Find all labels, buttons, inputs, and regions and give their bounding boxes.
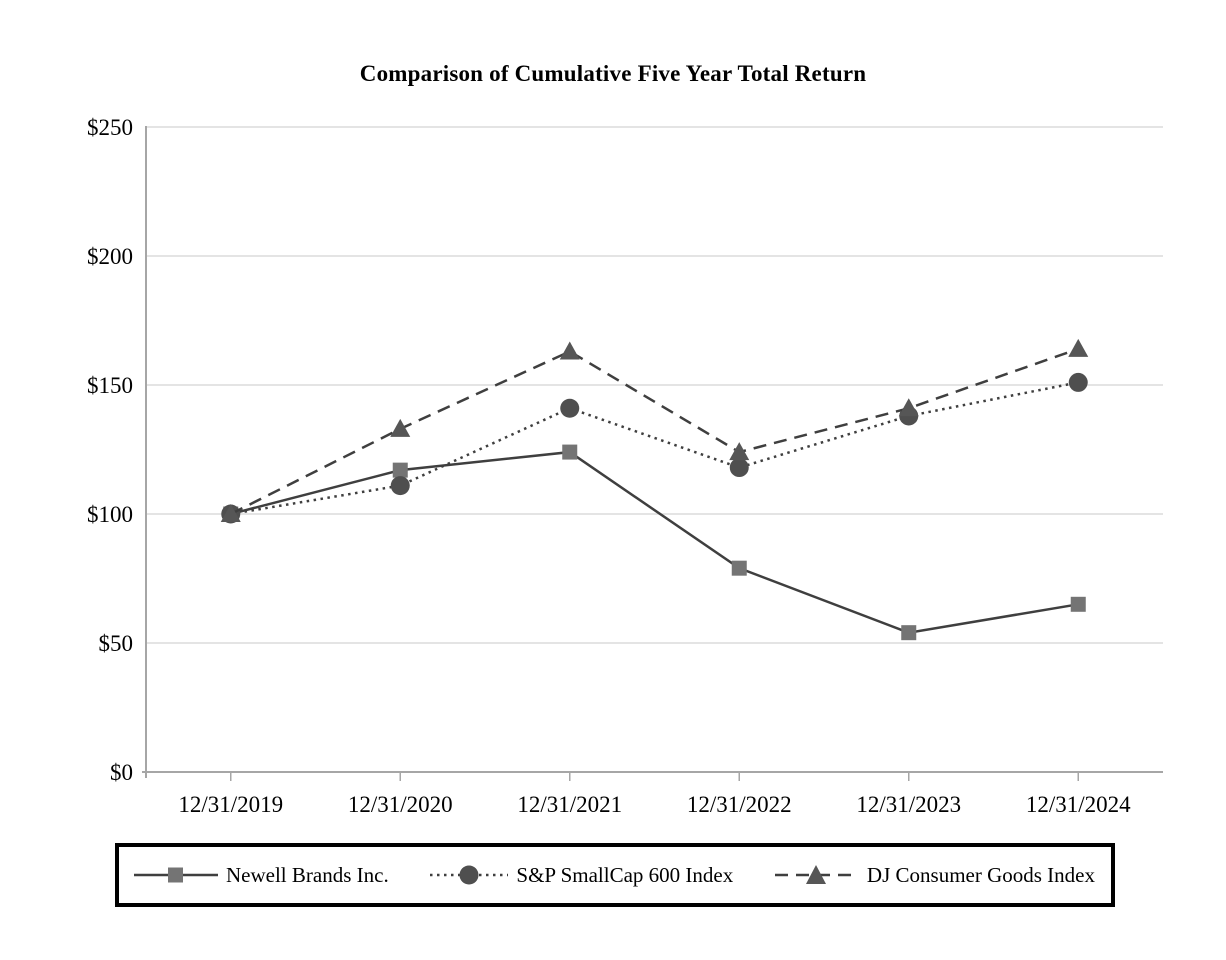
triangle-marker-icon [774,865,859,884]
x-axis-label-5: 12/31/2024 [1026,792,1131,817]
y-axis-label-0: $0 [110,760,133,785]
x-axis-label-0: 12/31/2019 [178,792,283,817]
x-axis-label-4: 12/31/2023 [856,792,961,817]
chart-legend: Newell Brands Inc. S&P SmallCap 600 Inde… [115,843,1115,907]
y-axis-label-100: $100 [87,502,133,527]
data-point-dj-consumer-goods-index-4 [898,398,919,417]
circle-marker-icon [430,865,509,885]
data-point-dj-consumer-goods-index-1 [390,418,411,437]
data-point-dj-consumer-goods-index-0 [220,504,241,522]
x-axis-label-3: 12/31/2022 [687,792,792,817]
data-point-dj-consumer-goods-index-2 [559,341,580,360]
legend-item-newell-brands: Newell Brands Inc. [133,863,389,888]
data-point-newell-brands-inc-2 [562,444,578,460]
series-line-dj-consumer-goods-index [230,347,1079,516]
data-point-dj-consumer-goods-index-3 [729,442,750,461]
legend-item-dj-consumer-goods: DJ Consumer Goods Index [774,863,1095,888]
chart-title: Comparison of Cumulative Five Year Total… [359,61,867,86]
y-axis-label-150: $150 [87,373,133,398]
data-point-s-p-smallcap-600-index-5 [1068,372,1088,392]
data-point-newell-brands-inc-5 [1070,596,1086,612]
data-point-dj-consumer-goods-index-5 [1068,338,1089,357]
data-point-newell-brands-inc-4 [901,625,917,641]
y-axis-label-50: $50 [99,631,134,656]
square-marker-icon [134,867,218,883]
legend-label-dj-consumer-goods: DJ Consumer Goods Index [866,862,1095,887]
data-point-s-p-smallcap-600-index-2 [560,398,580,418]
legend-label-sp-smallcap-600: S&P SmallCap 600 Index [516,862,734,887]
data-point-s-p-smallcap-600-index-1 [390,476,410,496]
legend-item-sp-smallcap-600: S&P SmallCap 600 Index [429,863,733,888]
x-axis-label-2: 12/31/2021 [517,792,622,817]
data-point-newell-brands-inc-1 [392,462,408,478]
series-line-s-p-smallcap-600-index [230,381,1079,516]
y-axis-label-200: $200 [87,244,133,269]
series-line-newell-brands-inc [230,450,1079,634]
data-point-s-p-smallcap-600-index-3 [729,458,749,478]
y-axis-label-250: $250 [87,115,133,140]
x-axis-label-1: 12/31/2020 [348,792,453,817]
chart-plot-area: $0 $50 $100 $150 $200 $250 12/31/2019 12/31/202… [87,115,1163,817]
data-point-newell-brands-inc-3 [731,560,747,576]
legend-label-newell-brands: Newell Brands Inc. [226,862,389,887]
